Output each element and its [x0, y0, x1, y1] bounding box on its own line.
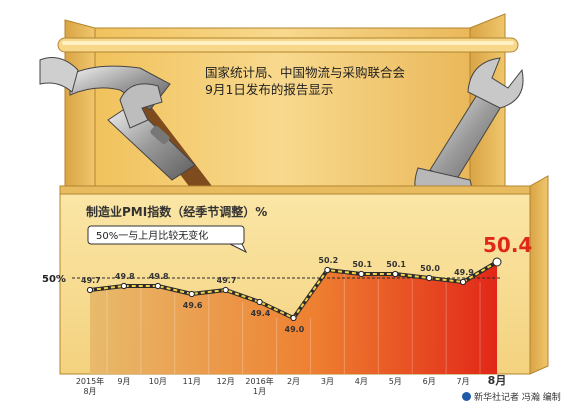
x-tick-label: 9月 — [117, 377, 130, 386]
data-point — [358, 270, 365, 278]
data-label: 49.6 — [183, 301, 203, 310]
data-point — [86, 286, 94, 294]
data-label: 49.4 — [251, 309, 271, 318]
toolbox-handle — [57, 37, 519, 53]
data-label: 49.0 — [285, 325, 305, 334]
data-label: 50.1 — [386, 260, 406, 269]
x-tick-label: 2月 — [287, 377, 300, 386]
data-point — [222, 286, 229, 294]
data-point — [290, 314, 297, 322]
data-label: 49.8 — [149, 272, 169, 281]
report-note: 国家统计局、中国物流与采购联合会 9月1日发布的报告显示 — [205, 64, 475, 98]
data-label: 50.2 — [318, 256, 338, 265]
data-label: 50.1 — [352, 260, 372, 269]
x-tick-label: 5月 — [389, 377, 402, 386]
x-tick-label: 7月 — [457, 377, 470, 386]
data-point — [426, 274, 433, 282]
reference-label: 50% — [42, 274, 66, 285]
callout-pointer — [229, 243, 248, 254]
x-tick-label: 12月 — [217, 377, 235, 386]
data-label: 50.4 — [483, 233, 532, 257]
data-label: 49.9 — [454, 268, 474, 277]
data-point — [188, 290, 195, 298]
xinhua-logo-icon — [462, 392, 471, 401]
callout-text: 50%一与上月比较无变化 — [96, 229, 208, 242]
data-point — [120, 282, 128, 290]
data-point — [492, 257, 502, 267]
chart-title: 制造业PMI指数（经季节调整）% — [86, 204, 267, 219]
data-point — [459, 278, 467, 286]
source-text: 新华社记者 冯瀚 编制 — [474, 393, 561, 403]
pmi-chart: 制造业PMI指数（经季节调整）% 50%一与上月比较无变化 50% 49.7 49.8 4… — [42, 204, 532, 396]
x-tick-label: 10月 — [149, 377, 167, 386]
data-label: 49.7 — [217, 276, 237, 285]
adjustable-wrench-icon — [107, 83, 196, 181]
x-tick-label: 2016年 1月 — [245, 376, 273, 396]
x-tick-label: 4月 — [355, 377, 368, 386]
x-tick-label: 2015年 8月 — [76, 376, 104, 396]
data-point — [324, 266, 331, 274]
data-label: 49.8 — [115, 272, 135, 281]
data-label: 50.0 — [420, 264, 440, 273]
data-point — [256, 298, 263, 306]
data-point — [392, 270, 399, 278]
callout-box — [87, 225, 245, 245]
report-note-line-1: 国家统计局、中国物流与采购联合会 — [205, 65, 406, 80]
data-label: 49.7 — [81, 276, 101, 285]
x-tick-label: 8月 — [488, 374, 507, 387]
report-note-line-2: 9月1日发布的报告显示 — [205, 82, 334, 97]
source-credit: 新华社记者 冯瀚 编制 — [462, 390, 561, 403]
data-point — [154, 282, 161, 290]
x-tick-label: 6月 — [423, 377, 436, 386]
x-tick-label: 3月 — [321, 377, 334, 386]
x-tick-label: 11月 — [183, 377, 201, 386]
